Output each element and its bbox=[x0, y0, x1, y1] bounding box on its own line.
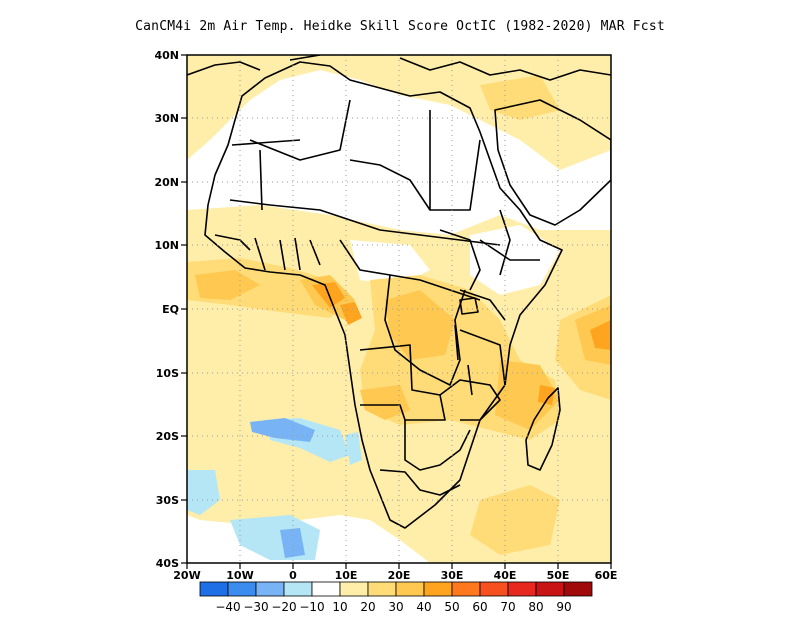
shading-30-40-mozambique bbox=[495, 360, 560, 430]
tick-marks bbox=[181, 54, 612, 569]
border-south-2 bbox=[379, 469, 461, 496]
lon-tick-label: 60E bbox=[595, 569, 618, 582]
lake-victoria bbox=[459, 297, 479, 315]
colorbar-labels: −40 −30 −20 −10 10 20 30 40 50 60 70 80 90 bbox=[215, 600, 571, 614]
border-sahel-1 bbox=[229, 199, 501, 246]
shading-20-30-south bbox=[470, 485, 560, 555]
border-west-1 bbox=[231, 139, 301, 211]
border-zambia bbox=[439, 379, 501, 421]
border-angola bbox=[359, 344, 446, 421]
lat-tick-label: 20S bbox=[156, 430, 179, 443]
colorbar-label: −40 bbox=[215, 600, 240, 614]
lat-tick-label: 40S bbox=[156, 557, 179, 570]
lat-tick-label: EQ bbox=[162, 303, 179, 316]
africa-coastline bbox=[204, 61, 563, 529]
gridlines bbox=[187, 55, 611, 563]
colorbar-label: 10 bbox=[332, 600, 347, 614]
colorbar-swatch bbox=[535, 581, 565, 597]
colorbar-label: −10 bbox=[299, 600, 324, 614]
lon-tick-label: 50E bbox=[547, 569, 570, 582]
border-south-1 bbox=[404, 420, 471, 471]
border-sahara-2 bbox=[349, 110, 431, 211]
colorbar-swatch bbox=[339, 581, 369, 597]
colorbar-swatch bbox=[199, 581, 229, 597]
lon-tick-label: 10W bbox=[226, 569, 253, 582]
colorbar bbox=[199, 581, 593, 597]
border-sahara-1 bbox=[249, 99, 351, 161]
colorbar-label: 80 bbox=[528, 600, 543, 614]
colorbar-swatch bbox=[395, 581, 425, 597]
lon-tick-label: 20E bbox=[388, 569, 411, 582]
colorbar-label: 30 bbox=[388, 600, 403, 614]
lon-tick-label: 0 bbox=[289, 569, 297, 582]
colorbar-swatch bbox=[367, 581, 397, 597]
colorbar-label: 60 bbox=[472, 600, 487, 614]
border-central-1 bbox=[339, 239, 481, 301]
colorbar-label: 50 bbox=[444, 600, 459, 614]
lon-tick-label: 30E bbox=[441, 569, 464, 582]
skill-score-shading bbox=[187, 55, 611, 563]
lon-tick-labels: 20W 10W 0 10E 20E 30E 40E 50E 60E bbox=[173, 569, 617, 582]
lake-malawi bbox=[467, 364, 473, 396]
colorbar-label: −20 bbox=[271, 600, 296, 614]
shading-40-50-moz bbox=[538, 385, 555, 405]
colorbar-label: 20 bbox=[360, 600, 375, 614]
colorbar-label: −30 bbox=[243, 600, 268, 614]
shading-30-40-angola bbox=[360, 385, 410, 420]
shading-40-50-gabon bbox=[340, 302, 362, 325]
border-east-1 bbox=[459, 289, 506, 386]
lat-tick-label: 10S bbox=[156, 367, 179, 380]
border-nile bbox=[439, 229, 481, 291]
colorbar-label: 70 bbox=[500, 600, 515, 614]
colorbar-swatch bbox=[479, 581, 509, 597]
shading-neg10-southwest bbox=[187, 470, 220, 515]
lon-tick-label: 10E bbox=[335, 569, 358, 582]
shading-neg20-south bbox=[280, 528, 305, 558]
shading-30-40-gulf bbox=[195, 270, 260, 300]
colorbar-swatch bbox=[423, 581, 453, 597]
lat-tick-label: 30S bbox=[156, 494, 179, 507]
shading-neg20-atlantic bbox=[250, 418, 315, 442]
iberia-coast bbox=[187, 61, 261, 76]
shading-30-40-drc bbox=[385, 290, 455, 360]
colorbar-swatch bbox=[311, 581, 341, 597]
lake-tanganyika bbox=[454, 324, 459, 361]
border-sahara-3 bbox=[430, 139, 481, 211]
colorbar-label: 90 bbox=[556, 600, 571, 614]
madagascar bbox=[525, 387, 561, 471]
shading-neg10-namibia-coast bbox=[345, 432, 362, 465]
lat-tick-label: 40N bbox=[154, 49, 179, 62]
coastline-boundaries bbox=[187, 55, 611, 529]
colorbar-swatch bbox=[227, 581, 257, 597]
colorbar-swatch bbox=[255, 581, 285, 597]
colorbar-swatch bbox=[283, 581, 313, 597]
colorbar-swatch bbox=[563, 581, 593, 597]
lat-tick-labels: 40N 30N 20N 10N EQ 10S 20S 30S 40S bbox=[154, 49, 179, 570]
lon-tick-label: 40E bbox=[494, 569, 517, 582]
colorbar-label: 40 bbox=[416, 600, 431, 614]
shading-40-50-indian bbox=[590, 320, 611, 350]
lon-tick-label: 20W bbox=[173, 569, 200, 582]
lat-tick-label: 10N bbox=[154, 239, 179, 252]
shading-white-central bbox=[350, 240, 430, 285]
border-horn bbox=[479, 209, 540, 276]
colorbar-swatch bbox=[451, 581, 481, 597]
arabia bbox=[494, 99, 611, 226]
lat-tick-label: 20N bbox=[154, 176, 179, 189]
mediterranean-north bbox=[289, 55, 611, 81]
figure-title: CanCM4i 2m Air Temp. Heidke Skill Score … bbox=[135, 19, 665, 34]
colorbar-swatch bbox=[507, 581, 537, 597]
lat-tick-label: 30N bbox=[154, 112, 179, 125]
